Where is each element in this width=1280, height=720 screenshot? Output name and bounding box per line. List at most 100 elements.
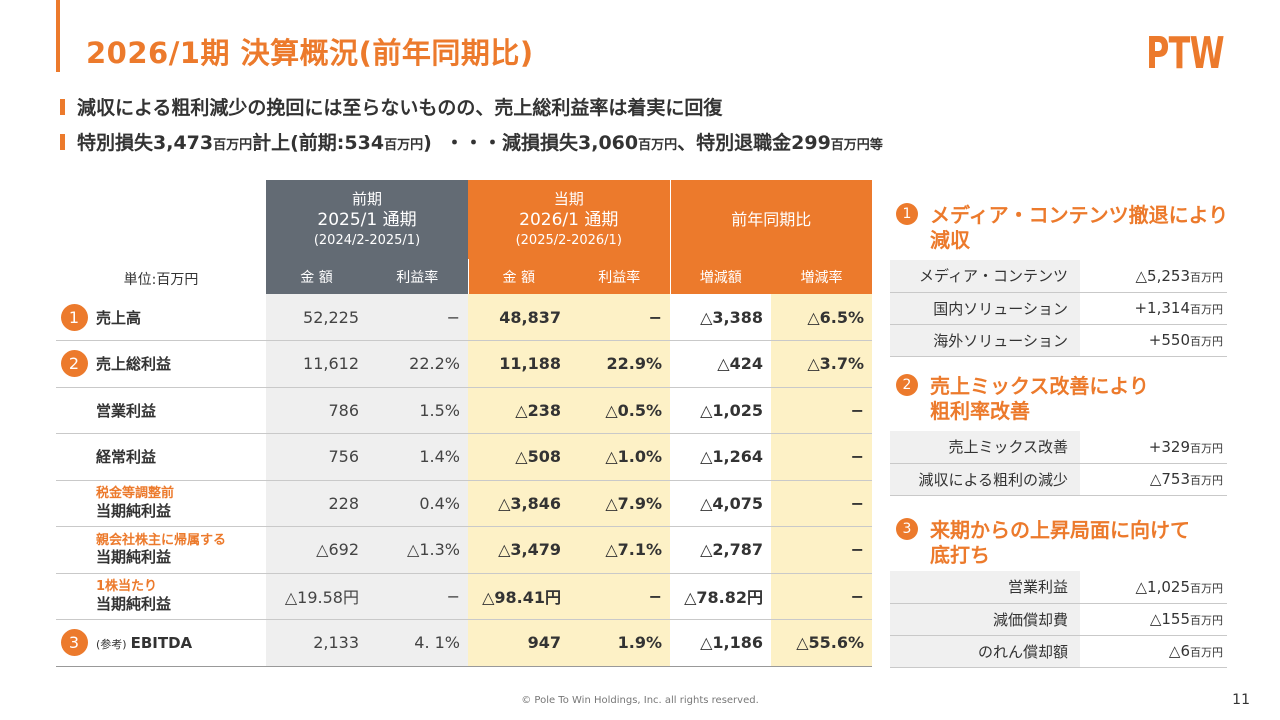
factor-unit: 百万円 xyxy=(1190,335,1223,348)
table-row: 1 売上高 52,225 − 48,837 − △3,388 △6.5% xyxy=(56,294,872,341)
col-current-amount: 金 額 xyxy=(467,259,569,294)
header-current-range: (2025/2-2026/1) xyxy=(515,233,622,249)
factor-value: △155 xyxy=(1149,610,1190,628)
table-row: 減収による粗利の減少 △753百万円 xyxy=(890,463,1227,496)
cell-current-margin: − xyxy=(569,294,670,341)
table-row: 国内ソリューション +1,314百万円 xyxy=(890,292,1227,325)
factor-value: +329 xyxy=(1148,437,1190,456)
cell-prior-margin: 22.2% xyxy=(367,340,468,388)
cell-change-rate: − xyxy=(771,526,872,574)
cell-current-margin: △7.9% xyxy=(569,480,670,527)
copyright: © Pole To Win Holdings, Inc. all rights … xyxy=(521,695,759,706)
cell-current-amount: 11,188 xyxy=(468,340,569,388)
marker-3: 3 xyxy=(60,629,88,657)
row-label: 営業利益 xyxy=(96,401,157,420)
row-label: 当期純利益 xyxy=(96,501,172,520)
factor-heading-2: 2 売上ミックス改善により 粗利率改善 xyxy=(896,374,1149,424)
bullet-2-part: 特別損失3,473 xyxy=(77,132,214,154)
bullet-2-part: ) ・・・減損損失3,060 xyxy=(423,132,639,154)
cell-current-amount: △508 xyxy=(468,433,569,481)
factor-value: △753 xyxy=(1149,470,1190,488)
cell-current-margin: − xyxy=(569,573,670,620)
cell-prior-amount: 756 xyxy=(266,433,367,481)
bullet-2-unit: 百万円 xyxy=(830,138,870,153)
cell-current-amount: △238 xyxy=(468,387,569,434)
header-current-period-name: 2026/1 通期 xyxy=(519,210,619,231)
cell-change-amount: △1,186 xyxy=(670,619,771,667)
col-current-margin: 利益率 xyxy=(569,259,670,294)
bullet-2-unit: 百万円 xyxy=(213,138,253,153)
cell-current-amount: △3,479 xyxy=(468,526,569,574)
marker-2: 2 xyxy=(896,374,918,396)
cell-change-amount: △3,388 xyxy=(670,294,771,341)
table-row: 売上ミックス改善 +329百万円 xyxy=(890,431,1227,464)
table-row: 3 (参考) EBITDA 2,133 4. 1% 947 1.9% △1,186… xyxy=(56,619,872,667)
cell-current-margin: △7.1% xyxy=(569,526,670,574)
factor-heading-line: 来期からの上昇局面に向けて xyxy=(930,518,1190,542)
summary-bullet-1-text: 減収による粗利減少の挽回には至らないものの、売上総利益率は着実に回復 xyxy=(77,97,723,119)
col-change-amount: 増減額 xyxy=(669,259,771,294)
cell-prior-margin: 4. 1% xyxy=(367,619,468,667)
cell-prior-amount: 786 xyxy=(266,387,367,434)
cell-prior-amount: △692 xyxy=(266,526,367,574)
cell-current-margin: △1.0% xyxy=(569,433,670,481)
header-current-period: 当期 2026/1 通期 (2025/2-2026/1) xyxy=(468,180,670,259)
factor-value: +1,314 xyxy=(1134,299,1190,317)
row-label: 当期純利益 xyxy=(96,548,172,567)
factor-heading-3: 3 来期からの上昇局面に向けて 底打ち xyxy=(896,518,1190,568)
bullet-marker xyxy=(60,133,65,150)
page-number: 11 xyxy=(1232,692,1250,708)
factor-unit: 百万円 xyxy=(1190,441,1223,455)
col-prior-amount: 金 額 xyxy=(266,259,367,294)
cell-change-rate: − xyxy=(771,387,872,434)
col-prior-margin: 利益率 xyxy=(367,259,468,294)
header-yoy: 前年同期比 xyxy=(669,180,872,259)
factor-heading-line: メディア・コンテンツ撤退により xyxy=(930,203,1229,227)
cell-change-rate: △6.5% xyxy=(771,294,872,341)
factor-label: 減収による粗利の減少 xyxy=(890,463,1080,496)
cell-prior-margin: 1.5% xyxy=(367,387,468,434)
factor-value: △1,025 xyxy=(1135,577,1190,596)
header-current-label: 当期 xyxy=(553,190,584,209)
cell-prior-amount: 228 xyxy=(266,480,367,527)
cell-change-amount: △4,075 xyxy=(670,480,771,527)
table-row: 経常利益 756 1.4% △508 △1.0% △1,264 − xyxy=(56,433,872,481)
row-label: 売上高 xyxy=(96,308,142,327)
factor-heading-line: 底打ち xyxy=(930,543,990,567)
factor-label: のれん償却額 xyxy=(890,635,1080,668)
cell-current-amount: △3,846 xyxy=(468,480,569,527)
row-label: 売上総利益 xyxy=(96,355,172,374)
cell-prior-margin: − xyxy=(367,294,468,341)
header-spacer xyxy=(56,180,266,259)
marker-2: 2 xyxy=(60,350,88,378)
cell-change-amount: △2,787 xyxy=(670,526,771,574)
table-row: 営業利益 786 1.5% △238 △0.5% △1,025 − xyxy=(56,387,872,434)
bullet-2-part: 計上(前期:534 xyxy=(252,132,385,154)
cell-current-amount: 48,837 xyxy=(468,294,569,341)
summary-bullet-2: 特別損失3,473 百万円 計上(前期:534 百万円) ・・・減損損失3,060 百万… xyxy=(60,128,883,155)
row-label: 当期純利益 xyxy=(96,594,172,613)
table-row: 1株当たり 当期純利益 △19.58円 − △98.41円 − △78.82円 … xyxy=(56,573,872,620)
header-prior-range: (2024/2-2025/1) xyxy=(313,233,421,249)
factor-heading-line: 減収 xyxy=(930,228,970,252)
cell-current-margin: 1.9% xyxy=(569,619,670,667)
cell-change-rate: − xyxy=(771,433,872,481)
cell-prior-margin: 1.4% xyxy=(367,433,468,481)
cell-prior-margin: △1.3% xyxy=(367,526,468,574)
cell-change-amount: △1,025 xyxy=(670,387,771,434)
marker-1: 1 xyxy=(896,203,918,225)
cell-prior-margin: − xyxy=(367,573,468,620)
cell-current-margin: 22.9% xyxy=(569,340,670,388)
factor-label: 売上ミックス改善 xyxy=(890,431,1080,464)
factor-table-3: 営業利益 △1,025百万円 減価償却費 △155百万円 のれん償却額 △6百万… xyxy=(890,571,1227,668)
factor-label: 減価償却費 xyxy=(890,603,1080,636)
row-label-prefix: (参考) xyxy=(96,637,127,651)
bullet-2-unit: 百万円 xyxy=(384,138,424,153)
table-row: 減価償却費 △155百万円 xyxy=(890,603,1227,636)
bullet-2-unit: 百万円 xyxy=(638,138,678,153)
header-yoy-label: 前年同期比 xyxy=(731,209,812,229)
factor-unit: 百万円 xyxy=(1190,646,1223,659)
cell-current-amount: 947 xyxy=(468,619,569,667)
factor-unit: 百万円 xyxy=(1190,270,1223,284)
factor-heading-line: 売上ミックス改善により xyxy=(930,374,1149,398)
